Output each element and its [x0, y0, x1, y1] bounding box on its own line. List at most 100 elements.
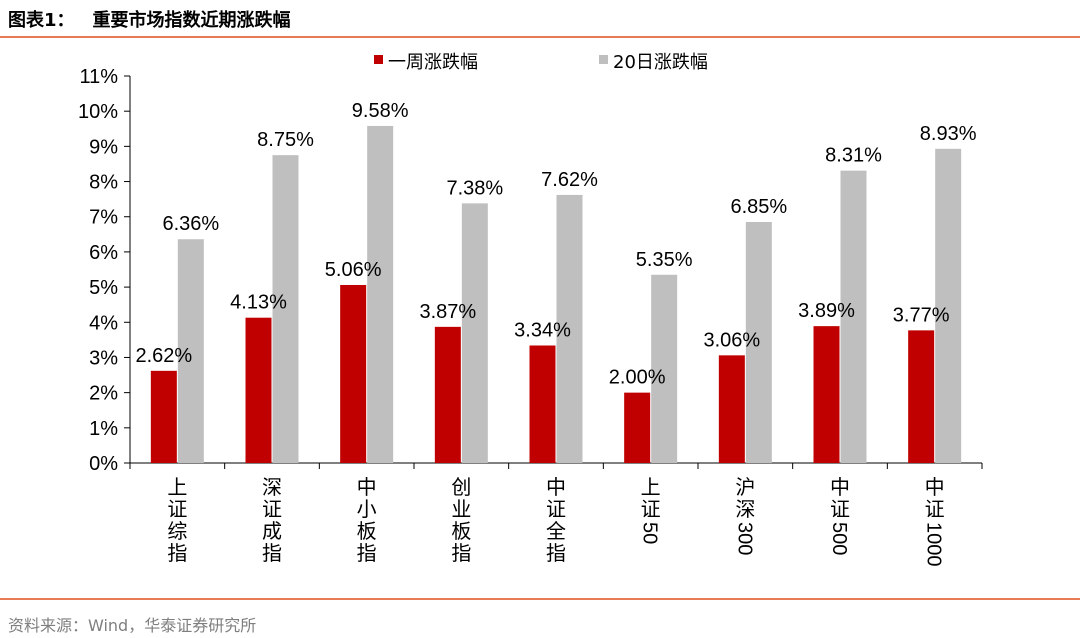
- y-tick-label: 0%: [89, 453, 118, 475]
- figure-title: 图表1： 重要市场指数近期涨跌幅: [8, 6, 291, 32]
- category-label-digits: 500: [828, 522, 850, 555]
- category-label-number: 1000: [923, 522, 945, 567]
- data-label-weekly: 3.34%: [514, 319, 571, 341]
- bar-20day: [935, 148, 962, 463]
- bar-20day: [461, 203, 488, 463]
- category-label-char: 深: [262, 475, 282, 499]
- data-label-weekly: 3.77%: [893, 304, 950, 326]
- y-tick-label: 2%: [89, 383, 118, 405]
- bar-chart: 一周涨跌幅 20日涨跌幅 0% 1% 2% 3% 4% 5% 6% 7% 8% 9% 10% 11% 2…: [78, 52, 983, 567]
- category-label-char: 指: [357, 541, 377, 565]
- bar-20day: [177, 239, 204, 463]
- category-label-char: 指: [262, 541, 282, 565]
- data-label-weekly: 5.06%: [325, 259, 382, 281]
- y-tick-label: 4%: [89, 312, 118, 334]
- legend-label-weekly: 一周涨跌幅: [388, 52, 478, 73]
- bar-weekly: [150, 370, 177, 463]
- bar-20day: [651, 274, 678, 463]
- category-label-char: 上: [641, 475, 661, 499]
- category-label-char: 证: [262, 497, 282, 521]
- bar-weekly: [813, 326, 840, 463]
- y-tick-label: 11%: [79, 66, 118, 88]
- data-label-20day: 6.85%: [730, 196, 787, 218]
- bar-weekly: [340, 284, 367, 463]
- bars: [150, 125, 962, 463]
- category-label-number: 300: [733, 522, 755, 555]
- data-label-20day: 8.93%: [920, 123, 977, 145]
- category-label-digits: 1000: [923, 522, 945, 567]
- data-label-weekly: 3.89%: [798, 300, 855, 322]
- figure-title-prefix: 图表1：: [8, 10, 75, 31]
- category-label-char: 小: [357, 497, 377, 521]
- y-tick-label: 5%: [89, 277, 118, 299]
- bar-20day: [556, 194, 583, 463]
- category-label-char: 成: [262, 519, 282, 543]
- category-label-number: 50: [639, 522, 661, 544]
- category-label-char: 指: [451, 541, 471, 565]
- category-label-number: 500: [828, 522, 850, 555]
- y-tick-label: 1%: [89, 418, 118, 440]
- category-label-char: 板: [357, 519, 377, 543]
- category-label-char: 综: [167, 519, 187, 543]
- data-label-weekly: 2.00%: [609, 367, 666, 389]
- data-label-20day: 8.31%: [825, 145, 882, 167]
- category-label-char: 上: [167, 475, 187, 499]
- data-label-20day: 8.75%: [257, 129, 314, 151]
- y-tick-label: 6%: [89, 242, 118, 264]
- legend-swatch-20day: [599, 55, 608, 64]
- bar-weekly: [908, 330, 935, 463]
- category-label-char: 深: [735, 497, 755, 521]
- bar-weekly: [434, 326, 461, 463]
- axes: 0% 1% 2% 3% 4% 5% 6% 7% 8% 9% 10% 11%: [78, 66, 983, 475]
- data-label-20day: 5.35%: [636, 249, 693, 271]
- category-label-char: 证: [925, 497, 945, 521]
- bar-weekly: [245, 317, 272, 463]
- bar-weekly: [529, 345, 556, 463]
- category-label-char: 中: [830, 475, 850, 499]
- data-label-20day: 7.38%: [446, 177, 503, 199]
- data-labels: 2.62% 6.36% 4.13% 8.75% 5.06% 9.58% 3.87% 7.38%…: [135, 100, 976, 389]
- y-tick-label: 3%: [89, 347, 118, 369]
- bar-20day: [745, 222, 772, 463]
- category-label-char: 指: [546, 541, 566, 565]
- data-label-weekly: 2.62%: [135, 345, 192, 367]
- data-label-weekly: 4.13%: [230, 292, 287, 314]
- category-label-char: 创: [451, 475, 471, 499]
- category-label-char: 全: [546, 519, 566, 543]
- data-label-weekly: 3.06%: [703, 329, 760, 351]
- data-label-20day: 7.62%: [541, 169, 598, 191]
- category-label-char: 中: [357, 475, 377, 499]
- bar-weekly: [624, 392, 651, 463]
- category-label-char: 证: [546, 497, 566, 521]
- bar-20day: [272, 155, 299, 463]
- data-label-20day: 9.58%: [352, 100, 409, 122]
- bottom-rule: [0, 598, 1080, 600]
- category-label-char: 中: [546, 475, 566, 499]
- category-label-char: 板: [451, 519, 471, 543]
- figure-title-text: 重要市场指数近期涨跌幅: [92, 10, 291, 31]
- category-label-char: 中: [925, 475, 945, 499]
- category-label-char: 证: [641, 497, 661, 521]
- category-label-char: 证: [830, 497, 850, 521]
- category-label-digits: 50: [639, 522, 661, 544]
- bar-20day: [840, 170, 867, 463]
- bar-weekly: [718, 355, 745, 463]
- top-rule: [0, 36, 1080, 38]
- category-label-char: 证: [167, 497, 187, 521]
- category-label-char: 沪: [735, 475, 755, 499]
- source-note: 资料来源：Wind，华泰证券研究所: [8, 616, 257, 635]
- y-tick-label: 8%: [89, 172, 118, 194]
- legend-label-20day: 20日涨跌幅: [613, 52, 708, 73]
- legend-swatch-weekly: [374, 55, 383, 64]
- category-label-char: 指: [167, 541, 187, 565]
- legend: 一周涨跌幅 20日涨跌幅: [374, 52, 708, 73]
- y-tick-label: 10%: [78, 101, 118, 123]
- y-tick-label: 9%: [89, 136, 118, 158]
- category-label-char: 业: [451, 497, 471, 521]
- bar-20day: [367, 125, 394, 463]
- data-label-20day: 6.36%: [162, 213, 219, 235]
- data-label-weekly: 3.87%: [419, 301, 476, 323]
- y-tick-label: 7%: [89, 207, 118, 229]
- category-label-digits: 300: [733, 522, 755, 555]
